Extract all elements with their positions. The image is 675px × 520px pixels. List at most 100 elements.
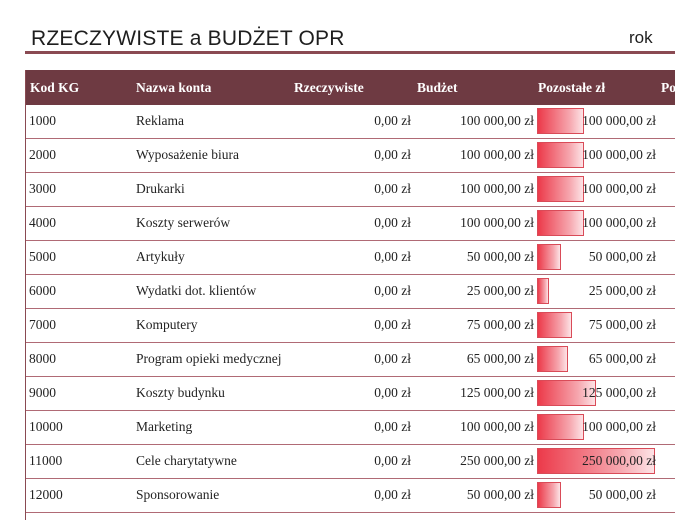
cell-remaining[interactable]: 100 000,00 zł: [582, 147, 656, 162]
column-header-actual[interactable]: Rzeczywiste: [294, 80, 364, 95]
cell-account-name[interactable]: Drukarki: [136, 181, 185, 196]
cell-code[interactable]: 8000: [29, 351, 56, 366]
cell-actual[interactable]: 0,00 zł: [374, 487, 411, 502]
column-header-name[interactable]: Nazwa konta: [136, 80, 212, 95]
cell-budget[interactable]: 50 000,00 zł: [466, 249, 534, 264]
cell-remaining[interactable]: 100 000,00 zł: [582, 113, 656, 128]
cell-remaining-pct[interactable]: [658, 411, 675, 444]
cell-code[interactable]: 4000: [29, 215, 56, 230]
cell-remaining-pct[interactable]: [658, 139, 675, 172]
cell-actual[interactable]: 0,00 zł: [374, 147, 411, 162]
cell-budget[interactable]: 250 000,00 zł: [460, 453, 534, 468]
cell-code[interactable]: 3000: [29, 181, 56, 196]
cell-account-name[interactable]: Marketing: [136, 419, 193, 434]
cell-budget[interactable]: 100 000,00 zł: [460, 215, 534, 230]
cell-actual[interactable]: 0,00 zł: [374, 385, 411, 400]
cell-remaining[interactable]: 250 000,00 zł: [582, 453, 656, 468]
cell-code[interactable]: 1000: [29, 113, 56, 128]
remaining-data-bar: [537, 108, 584, 134]
column-header-budget[interactable]: Budżet: [417, 80, 458, 95]
cell-budget[interactable]: 100 000,00 zł: [460, 147, 534, 162]
table-row[interactable]: 6000 Wydatki dot. klientów 0,00 zł 25 000,0…: [26, 275, 675, 309]
table-header-row: Kod KG Nazwa konta Rzeczywiste Budżet Po…: [26, 70, 675, 105]
cell-code[interactable]: 2000: [29, 147, 56, 162]
cell-remaining[interactable]: 100 000,00 zł: [582, 181, 656, 196]
cell-remaining-pct[interactable]: [658, 445, 675, 478]
cell-remaining-pct[interactable]: [658, 309, 675, 342]
cell-account-name[interactable]: Artykuły: [136, 249, 185, 264]
cell-budget[interactable]: 50 000,00 zł: [466, 487, 534, 502]
table-row[interactable]: 4000 Koszty serwerów 0,00 zł 100 000,00 zł 1…: [26, 207, 675, 241]
cell-remaining-pct[interactable]: [658, 207, 675, 240]
table-row[interactable]: 8000 Program opieki medycznej 0,00 zł 65 00…: [26, 343, 675, 377]
cell-account-name[interactable]: Koszty budynku: [136, 385, 225, 400]
column-header-remaining-pct[interactable]: Po: [661, 80, 675, 95]
cell-code[interactable]: 5000: [29, 249, 56, 264]
remaining-data-bar: [537, 346, 568, 372]
cell-budget[interactable]: 25 000,00 zł: [466, 283, 534, 298]
cell-code[interactable]: 10000: [29, 419, 63, 434]
remaining-data-bar: [537, 244, 561, 270]
period-label[interactable]: rok: [629, 28, 653, 47]
remaining-data-bar: [537, 176, 584, 202]
table-row[interactable]: 3000 Drukarki 0,00 zł 100 000,00 zł 100 000,…: [26, 173, 675, 207]
remaining-data-bar: [537, 482, 561, 508]
cell-budget[interactable]: 100 000,00 zł: [460, 113, 534, 128]
cell-actual[interactable]: 0,00 zł: [374, 113, 411, 128]
cell-account-name[interactable]: Koszty serwerów: [136, 215, 231, 230]
cell-actual[interactable]: 0,00 zł: [374, 317, 411, 332]
cell-actual[interactable]: 0,00 zł: [374, 419, 411, 434]
remaining-data-bar: [537, 414, 584, 440]
table-row[interactable]: 12000 Sponsorowanie 0,00 zł 50 000,00 zł 50 …: [26, 479, 675, 513]
table-row[interactable]: 5000 Artykuły 0,00 zł 50 000,00 zł 50 000,00…: [26, 241, 675, 275]
cell-remaining[interactable]: 65 000,00 zł: [588, 351, 656, 366]
column-header-remaining[interactable]: Pozostałe zł: [538, 80, 606, 95]
cell-budget[interactable]: 100 000,00 zł: [460, 419, 534, 434]
cell-remaining-pct[interactable]: [658, 275, 675, 308]
cell-actual[interactable]: 0,00 zł: [374, 181, 411, 196]
cell-actual[interactable]: 0,00 zł: [374, 249, 411, 264]
cell-account-name[interactable]: Program opieki medycznej: [136, 351, 282, 366]
cell-account-name[interactable]: Cele charytatywne: [136, 453, 237, 468]
cell-code[interactable]: 11000: [29, 453, 63, 468]
cell-budget[interactable]: 125 000,00 zł: [460, 385, 534, 400]
cell-remaining-pct[interactable]: [658, 343, 675, 376]
cell-remaining-pct[interactable]: [658, 479, 675, 512]
cell-actual[interactable]: 0,00 zł: [374, 215, 411, 230]
cell-budget[interactable]: 75 000,00 zł: [466, 317, 534, 332]
cell-remaining-pct[interactable]: [658, 105, 675, 138]
cell-code[interactable]: 12000: [29, 487, 63, 502]
table-row[interactable]: 10000 Marketing 0,00 zł 100 000,00 zł 100 00…: [26, 411, 675, 445]
cell-code[interactable]: 6000: [29, 283, 56, 298]
cell-remaining[interactable]: 50 000,00 zł: [588, 249, 656, 264]
cell-account-name[interactable]: Wydatki dot. klientów: [136, 283, 257, 298]
cell-remaining[interactable]: 75 000,00 zł: [588, 317, 656, 332]
cell-remaining[interactable]: 100 000,00 zł: [582, 215, 656, 230]
cell-code[interactable]: 7000: [29, 317, 56, 332]
table-row[interactable]: 7000 Komputery 0,00 zł 75 000,00 zł 75 000,0…: [26, 309, 675, 343]
table-row[interactable]: 11000 Cele charytatywne 0,00 zł 250 000,00 …: [26, 445, 675, 479]
table-row[interactable]: 9000 Koszty budynku 0,00 zł 125 000,00 zł 12…: [26, 377, 675, 411]
cell-remaining[interactable]: 125 000,00 zł: [582, 385, 656, 400]
table-row[interactable]: 2000 Wyposażenie biura 0,00 zł 100 000,00 z…: [26, 139, 675, 173]
column-header-code[interactable]: Kod KG: [30, 80, 80, 95]
cell-code[interactable]: 9000: [29, 385, 56, 400]
cell-budget[interactable]: 100 000,00 zł: [460, 181, 534, 196]
cell-remaining[interactable]: 25 000,00 zł: [588, 283, 656, 298]
cell-remaining-pct[interactable]: [658, 173, 675, 206]
cell-actual[interactable]: 0,00 zł: [374, 351, 411, 366]
cell-remaining[interactable]: 50 000,00 zł: [588, 487, 656, 502]
cell-remaining-pct[interactable]: [658, 241, 675, 274]
remaining-data-bar: [537, 142, 584, 168]
cell-account-name[interactable]: Komputery: [136, 317, 198, 332]
cell-account-name[interactable]: Reklama: [136, 113, 184, 128]
table-row[interactable]: 1000 Reklama 0,00 zł 100 000,00 zł 100 000,0…: [26, 105, 675, 139]
cell-account-name[interactable]: Wyposażenie biura: [136, 147, 240, 162]
remaining-data-bar: [537, 380, 596, 406]
cell-actual[interactable]: 0,00 zł: [374, 453, 411, 468]
cell-remaining[interactable]: 100 000,00 zł: [582, 419, 656, 434]
cell-account-name[interactable]: Sponsorowanie: [136, 487, 220, 502]
cell-actual[interactable]: 0,00 zł: [374, 283, 411, 298]
cell-budget[interactable]: 65 000,00 zł: [466, 351, 534, 366]
cell-remaining-pct[interactable]: [658, 377, 675, 410]
